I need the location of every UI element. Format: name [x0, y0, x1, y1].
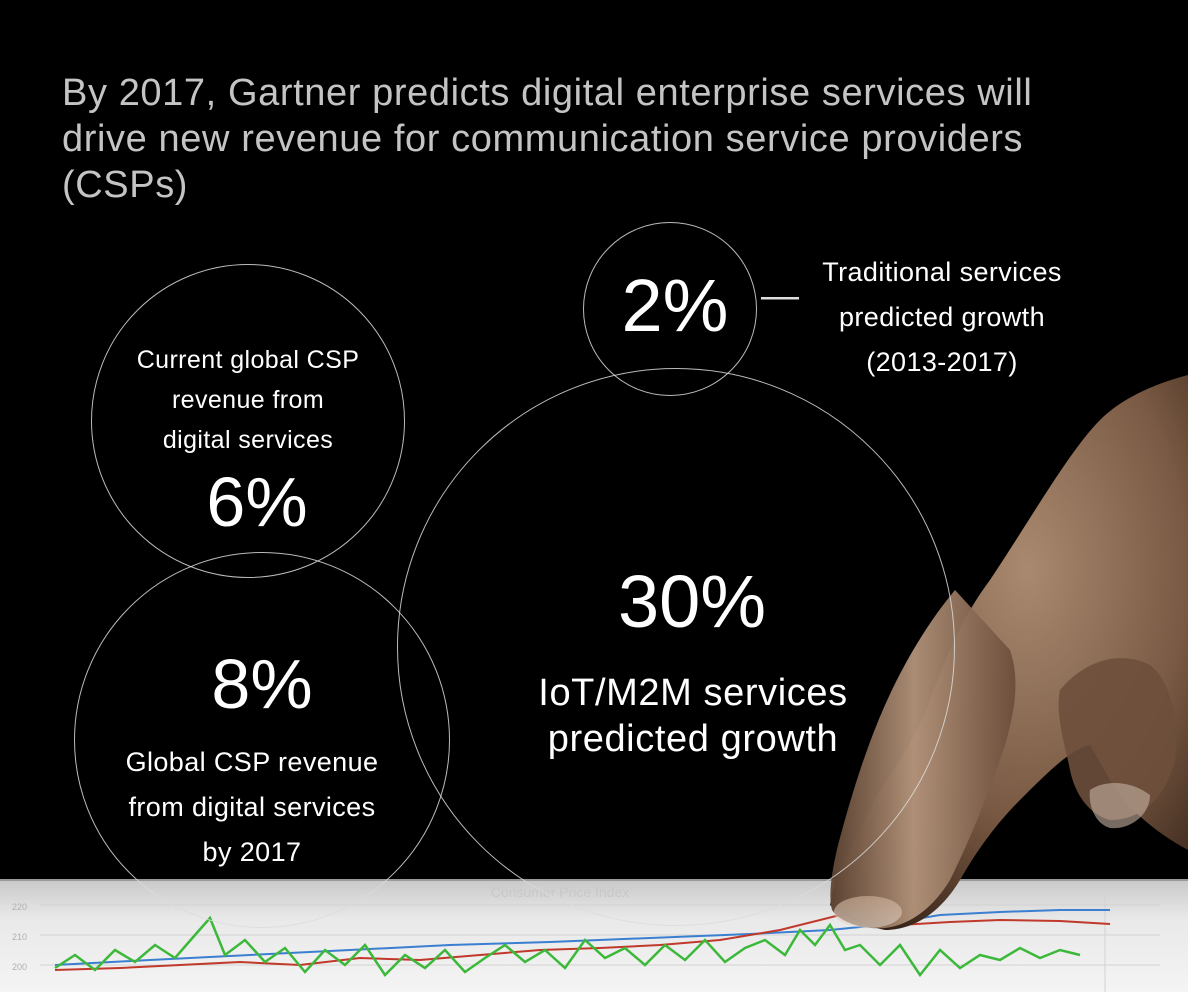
caption-line: predicted growth — [547, 718, 839, 760]
current-revenue-value: 6% — [206, 463, 308, 541]
traditional-growth-value: 2% — [621, 264, 729, 347]
caption-line: Traditional services — [822, 257, 1062, 287]
caption-line: predicted growth — [838, 302, 1045, 332]
chart-line-red — [54, 913, 1111, 971]
chart-tick-label: 200 — [12, 962, 27, 972]
caption-line: Current global CSP — [136, 346, 360, 374]
future-revenue-caption: Global CSP revenue from digital services… — [74, 740, 430, 875]
chart-tick-label: 210 — [12, 932, 27, 942]
iot-growth-value: 30% — [617, 560, 767, 643]
circle-iot-growth — [397, 368, 955, 926]
iot-growth-caption: IoT/M2M services predicted growth — [508, 670, 878, 762]
headline: By 2017, Gartner predicts digital enterp… — [62, 72, 1033, 206]
caption-line: (2013-2017) — [866, 347, 1018, 377]
caption-line: from digital services — [128, 792, 376, 822]
caption-line: digital services — [162, 426, 334, 454]
caption-line: IoT/M2M services — [538, 672, 848, 714]
chart-line-blue — [54, 909, 1110, 966]
caption-line: by 2017 — [202, 837, 302, 867]
current-revenue-caption: Current global CSP revenue from digital … — [91, 340, 405, 460]
chart-line-green — [54, 915, 1081, 978]
caption-line: Global CSP revenue — [125, 747, 379, 777]
knuckle-finger — [1058, 658, 1177, 820]
chart-tick-label: 220 — [12, 902, 27, 912]
future-revenue-value: 8% — [211, 645, 313, 723]
traditional-growth-caption: Traditional services predicted growth (2… — [800, 250, 1084, 385]
caption-line: revenue from — [171, 386, 325, 414]
connector-dash: — — [761, 275, 799, 317]
